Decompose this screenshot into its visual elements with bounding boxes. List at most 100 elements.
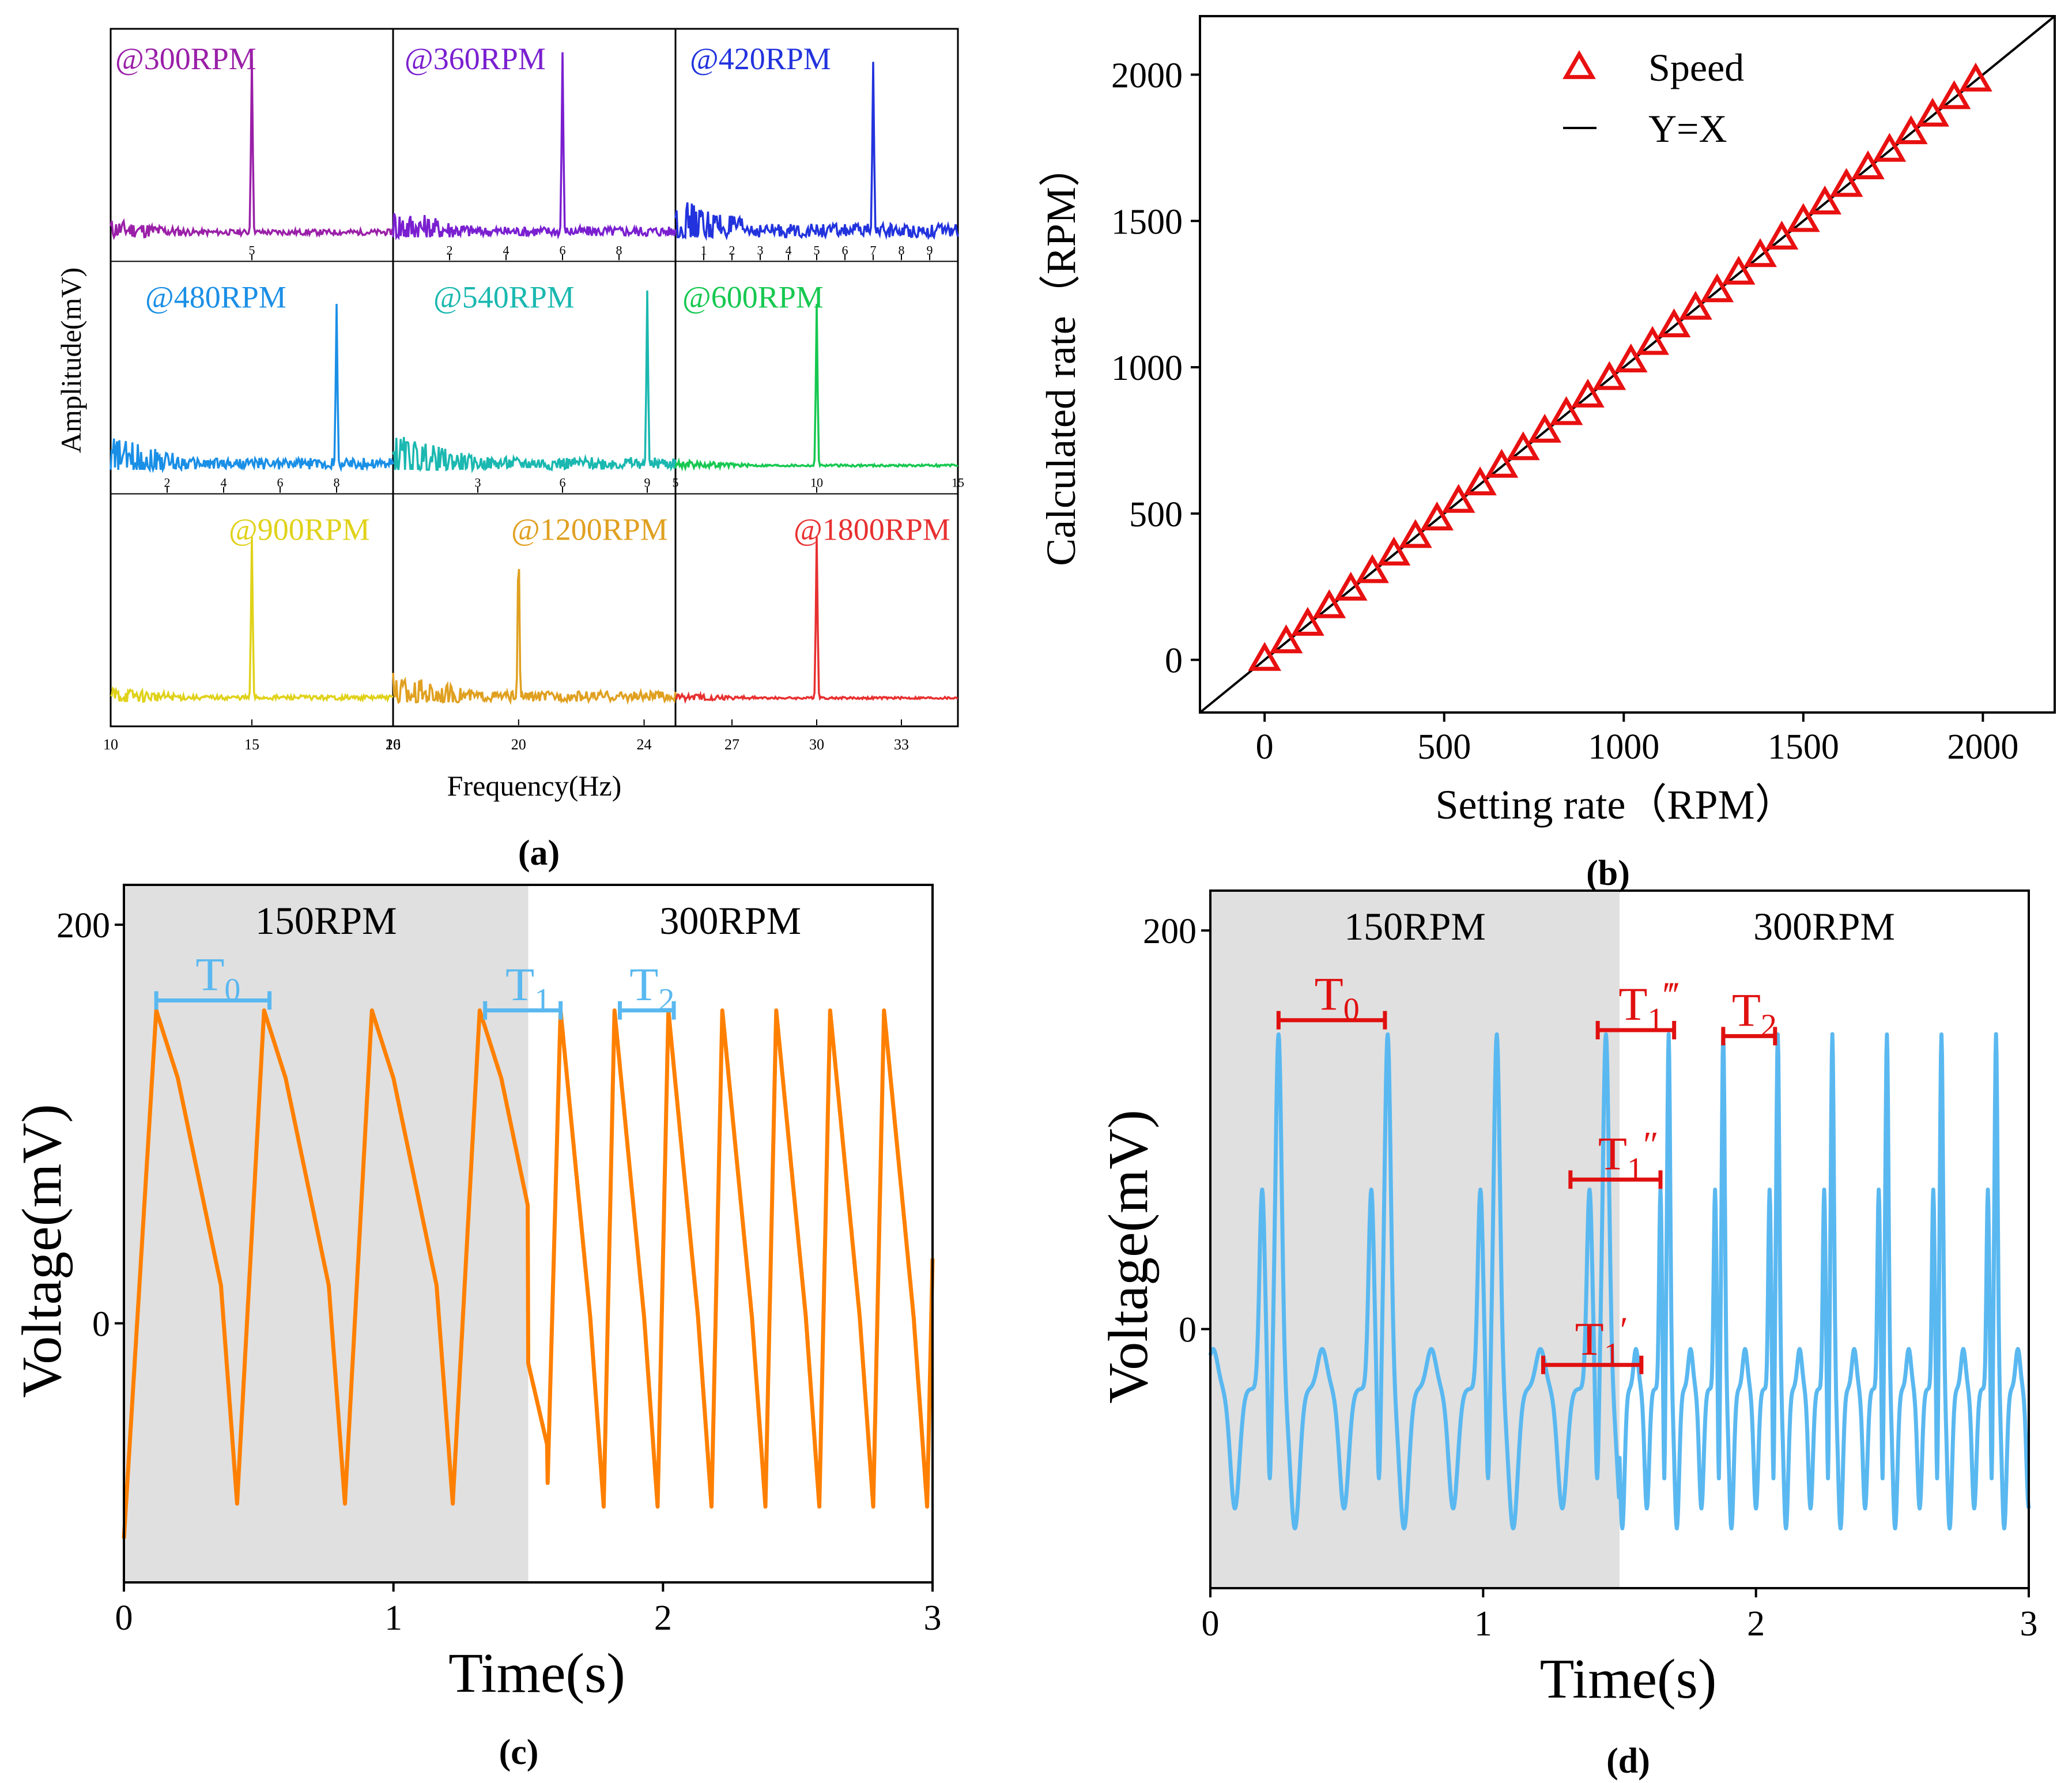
speed-marker [1291,606,1324,636]
interval-letter: T [195,948,224,1001]
spectrum-label: @300RPM [115,42,256,76]
speed-marker [1786,203,1820,232]
y-tick-label: 2000 [1111,56,1183,96]
region-label: 150RPM [1344,904,1486,948]
voltage-waveform [122,1008,935,1539]
speed-marker [1377,536,1411,566]
speed-marker [1657,308,1691,338]
caption: (c) [499,1733,539,1772]
interval-subscript: 0 [1343,992,1360,1028]
panel-a-frame [110,28,959,727]
voltage-waveform [1208,1032,2031,1531]
spectrum-line [674,536,958,704]
interval-letter: T [505,958,534,1011]
speed-marker [1420,501,1454,531]
spectrum-tick-label: 5 [249,243,255,257]
spectrum-label: @600RPM [682,280,824,314]
speed-marker [1399,519,1432,548]
speed-marker [1700,273,1734,303]
spectrum-tick-label: 10 [103,736,118,753]
speed-marker [1873,133,1907,162]
x-tick-label: 500 [1417,727,1471,767]
speed-marker [1592,361,1626,390]
identity-line [1199,15,2056,714]
spectrum-tick-label: 5 [814,243,820,257]
interval-prime: ′ [1620,1309,1628,1350]
spectrum-line [674,62,959,241]
spectrum-label: @900RPM [229,512,370,547]
panel-b-frame [1199,15,2056,714]
interval-label: T2 [1732,983,1777,1043]
x-axis-label: Time(s) [1540,1648,1717,1710]
spectrum-tick-label: 6 [842,243,848,257]
speed-marker [1743,238,1777,267]
x-tick-label: 1500 [1768,727,1839,767]
speed-marker [1571,378,1605,408]
interval-letter: T [1732,983,1761,1036]
interval-letter: T [1598,1127,1627,1179]
spectrum-tick-label: 2 [164,476,171,490]
spectrum-label: @420RPM [690,42,831,76]
speed-marker [1829,168,1863,197]
interval-subscript: 2 [1761,1008,1777,1043]
spectrum-tick-label: 6 [560,476,566,490]
spectrum-tick-label: 4 [503,243,509,257]
x-axis-label: Time(s) [448,1642,625,1705]
y-axis-label: Voltage(mV) [11,1104,73,1398]
spectrum-line [392,52,677,240]
interval-label: T0 [195,948,240,1008]
x-tick-label: 2 [1747,1604,1765,1643]
y-tick-label: 0 [1179,1311,1197,1350]
spectrum-label: @1800RPM [794,512,950,547]
spectrum-line [110,58,394,240]
speed-marker [1937,80,1971,110]
spectrum-tick-label: 24 [637,736,652,753]
interval-subscript: 1 [1604,1337,1620,1373]
panel-b-y-axis-label: Calculated rate（RPM） [1038,145,1084,566]
y-tick-label: 200 [56,906,110,945]
region-label: 300RPM [659,899,801,943]
plot-frame [1209,889,2030,1589]
spectrum-tick-label: 3 [757,243,764,257]
speed-marker [1636,326,1669,355]
spectrum-tick-label: 2 [729,243,735,257]
x-tick-label: 1 [384,1599,402,1638]
spectrum-tick-label: 9 [927,243,933,257]
interval-subscript: 1 [1647,1002,1663,1038]
spectrum-tick-label: 1 [701,243,707,257]
interval-prime: ‴ [1663,974,1679,1015]
speed-marker [1916,97,1949,127]
x-tick-label: 0 [1202,1604,1220,1643]
interval-letter: T [629,958,658,1011]
panel-b-scatter: 0 500 1000 1500 2000 0 500 1000 1500 2000 Speed Y=X… [1038,15,2056,893]
interval-letter: T [1618,978,1647,1030]
spectrum-label: @1200RPM [511,512,668,547]
region-label: 150RPM [255,899,397,943]
x-tick-label: 0 [1256,727,1274,767]
x-tick-label: 1000 [1588,727,1659,767]
speed-marker [1765,220,1799,250]
spectrum-tick-label: 4 [786,243,792,257]
panel-a-y-axis-label: Amplitude(mV) [55,267,87,453]
spectrum-tick-label: 15 [952,476,964,490]
spectrum-tick-label: 10 [810,476,823,490]
spectrum-tick-label: 16 [386,736,401,753]
speed-marker [1312,589,1346,619]
interval-letter: T [1315,968,1343,1020]
y-tick-label: 0 [1165,642,1183,681]
x-tick-label: 2 [654,1599,672,1638]
spectrum-line [110,304,394,473]
interval-label: T1′ [1575,1309,1628,1373]
speed-marker [1851,150,1885,180]
speed-marker [1894,115,1928,145]
speed-marker [1485,448,1519,478]
spectrum-tick-label: 8 [899,243,905,257]
spectrum-line [110,536,394,703]
spectrum-tick-label: 6 [277,476,284,490]
legend-speed-marker [1563,50,1596,80]
spectrum-tick-label: 3 [475,476,481,490]
speed-marker [1463,466,1497,496]
y-tick-label: 1500 [1111,202,1183,242]
interval-subscript: 2 [658,982,674,1018]
interval-label: T0 [1315,968,1360,1028]
